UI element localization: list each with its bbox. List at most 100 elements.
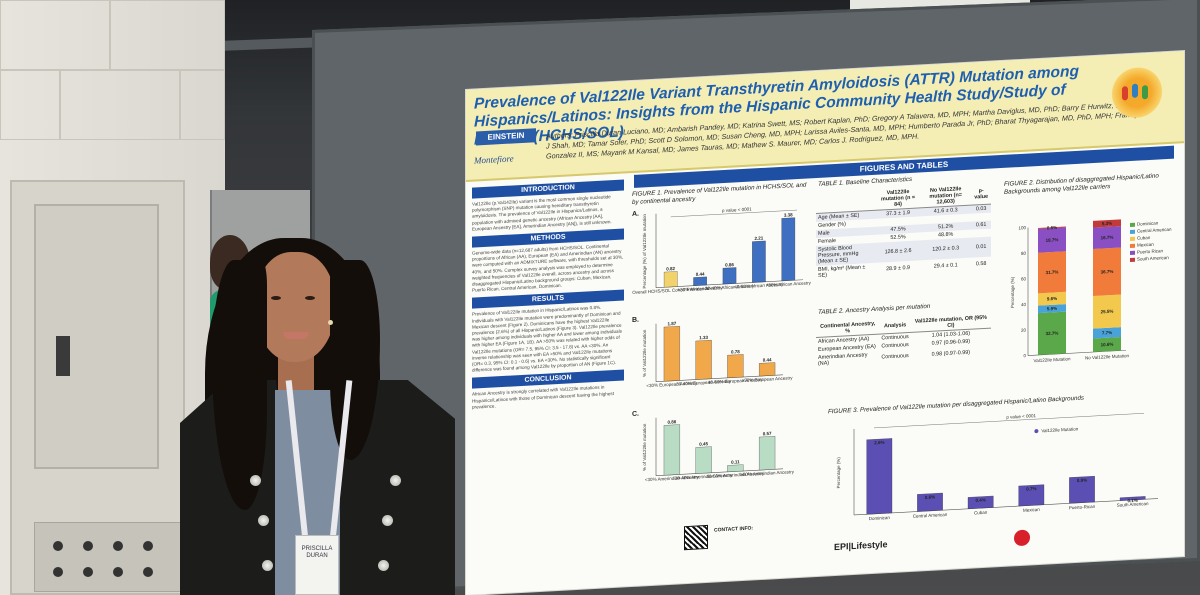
x-tick-label: South American — [1117, 501, 1149, 508]
qr-code-icon — [684, 524, 708, 551]
tick-label: >50% European Ancestry — [742, 375, 794, 383]
results-text: Prevalence of Val122Ile mutation in Hisp… — [472, 305, 622, 373]
methods-text: Genome-wide data (n=12,687 adults) from … — [472, 243, 624, 293]
data-label: 2.21 — [755, 235, 764, 240]
epi-lifestyle-logo: EPI|Lifestyle — [834, 539, 888, 553]
wall-block — [60, 70, 180, 140]
table-header-cell: Val122Ile mutation (n = 84) — [875, 187, 921, 211]
stacked-segment — [1093, 226, 1121, 250]
p-value-label: p value < 0001 — [1006, 413, 1036, 420]
data-label: 3.38 — [784, 212, 793, 217]
y-tick-label: 0 — [1023, 353, 1026, 358]
poster-left-column: INTRODUCTION Val122Ile (p.Val142Ile) var… — [472, 179, 624, 587]
bar — [695, 446, 712, 474]
badge-first-name: PRISCILLA — [301, 546, 333, 552]
legend-swatch — [1130, 222, 1135, 228]
table-cell: 120.2 ± 0.3 — [920, 237, 972, 261]
tick-label: 40-50% Amerindian Ancestry — [706, 471, 764, 479]
stacked-segment — [1038, 304, 1066, 314]
y-tick-label: 80 — [1021, 251, 1026, 256]
segment-label: 36.7% — [1101, 269, 1114, 275]
segment-label: 5.9% — [1047, 306, 1057, 312]
presenter-earring — [328, 320, 333, 325]
tick-label: Overall HCHS/SOL Cohort Prevalence — [632, 286, 709, 295]
sun-logo-figure — [1132, 83, 1138, 98]
data-label: 0.82 — [666, 266, 675, 271]
stacked-segment — [1038, 251, 1066, 294]
data-label: 1.87 — [667, 321, 676, 326]
data-label: 0.86 — [667, 419, 676, 424]
y-tick-label: 100 — [1018, 225, 1026, 230]
data-label: 0.44 — [763, 357, 772, 362]
legend-label: Mexican — [1137, 242, 1154, 248]
presenter-person: PRISCILLA DURAN — [170, 230, 470, 595]
data-label: 0.57 — [763, 431, 772, 436]
hispanic-community-sun-logo — [1108, 62, 1166, 124]
legend-swatch — [1034, 429, 1039, 434]
legend-swatch — [1130, 250, 1135, 256]
table2-caption: TABLE 2. Ancestry Analysis per mutation — [818, 302, 931, 316]
y-tick-label: 40 — [1021, 302, 1026, 307]
outlet — [83, 567, 93, 577]
wall-block — [180, 70, 225, 140]
bar — [695, 339, 712, 380]
data-label: 0.1% — [1128, 498, 1138, 504]
figure1b-chart: % of Val122Ile mutation 1.87 <30% European… — [642, 321, 793, 388]
stacked-segment — [1093, 294, 1121, 329]
montefiore-logo: Montefiore — [474, 153, 514, 166]
presenter-face — [255, 252, 335, 362]
jacket-button — [250, 475, 261, 486]
tick-label: 30-40% African Ancestry — [705, 283, 755, 291]
wall-block — [0, 70, 60, 140]
y-axis-label: Percentage (%) — [836, 457, 841, 489]
jacket-button — [378, 560, 389, 571]
data-label: 0.86 — [725, 262, 734, 267]
tick-label: <30% African Ancestry — [678, 285, 724, 292]
outlet — [53, 567, 63, 577]
figure2-chart: Percentage (%) 0 20 40 60 80 100 32.7% 5.9% 9.6% 3… — [1010, 219, 1172, 363]
conclusion-text: African Ancestry is strongly correlated … — [472, 384, 614, 410]
bar — [663, 271, 678, 288]
introduction-text: Val122Ile (p.Val142Ile) variant is the m… — [472, 194, 612, 232]
bar — [727, 354, 744, 378]
segment-label: 18.7% — [1046, 237, 1059, 243]
data-label: 0.44 — [696, 271, 705, 276]
bar — [722, 267, 737, 285]
y-tick-label: 20 — [1021, 328, 1026, 333]
tick-label: <30% Amerindian Ancestry — [645, 474, 700, 482]
segment-label: 5.3% — [1102, 221, 1112, 227]
table-header-cell: No Val122Ile mutation (n= 12,603) — [920, 184, 972, 208]
legend-label: Cuban — [1137, 235, 1151, 241]
jacket-button — [258, 515, 269, 526]
x-axis — [854, 498, 1158, 516]
legend-swatch — [1130, 257, 1135, 263]
data-label: 0.6% — [925, 494, 935, 500]
x-tick-label: Mexican — [1023, 507, 1040, 513]
ancestry-analysis-table: Continental Ancestry, % Analysis Val122Ile… — [816, 313, 991, 368]
segment-label: 7.7% — [1102, 330, 1112, 336]
table-cell: BMI, kg/m² (Mean ± SE) — [818, 264, 866, 279]
data-label: 0.11 — [731, 459, 740, 464]
stacked-segment — [1093, 247, 1121, 296]
y-axis-label: Percentage (%) — [1010, 276, 1015, 308]
bar — [1119, 496, 1146, 501]
segment-label: 9.6% — [1047, 296, 1057, 302]
presenter-smile — [283, 332, 309, 339]
data-label: 0.78 — [731, 349, 740, 354]
figure1-panel-a-label: A. — [632, 210, 639, 219]
contact-info-label: CONTACT INFO: — [714, 525, 754, 534]
tick-label: 30-40% Amerindian Ancestry — [675, 473, 733, 481]
y-axis-label: Percentage (%) of Val122Ile mutation — [642, 214, 647, 289]
segment-label: 16.7% — [1101, 235, 1114, 241]
bar — [752, 240, 766, 283]
jacket-button — [390, 475, 401, 486]
sun-logo-figure — [1142, 85, 1148, 100]
x-tick-label: Val122Ile Mutation — [1034, 356, 1071, 363]
stacked-segment — [1093, 336, 1121, 353]
research-poster: Prevalence of Val122Ile Variant Transthy… — [466, 51, 1184, 595]
y-axis-label: % of Val122Ile mutation — [642, 329, 647, 377]
wall-block — [110, 0, 225, 70]
table-cell: 0.58 — [975, 260, 987, 268]
figure1a-chart: Percentage (%) of Val122Ile mutation 0.82… — [632, 207, 811, 295]
stacked-segment — [1038, 226, 1066, 229]
